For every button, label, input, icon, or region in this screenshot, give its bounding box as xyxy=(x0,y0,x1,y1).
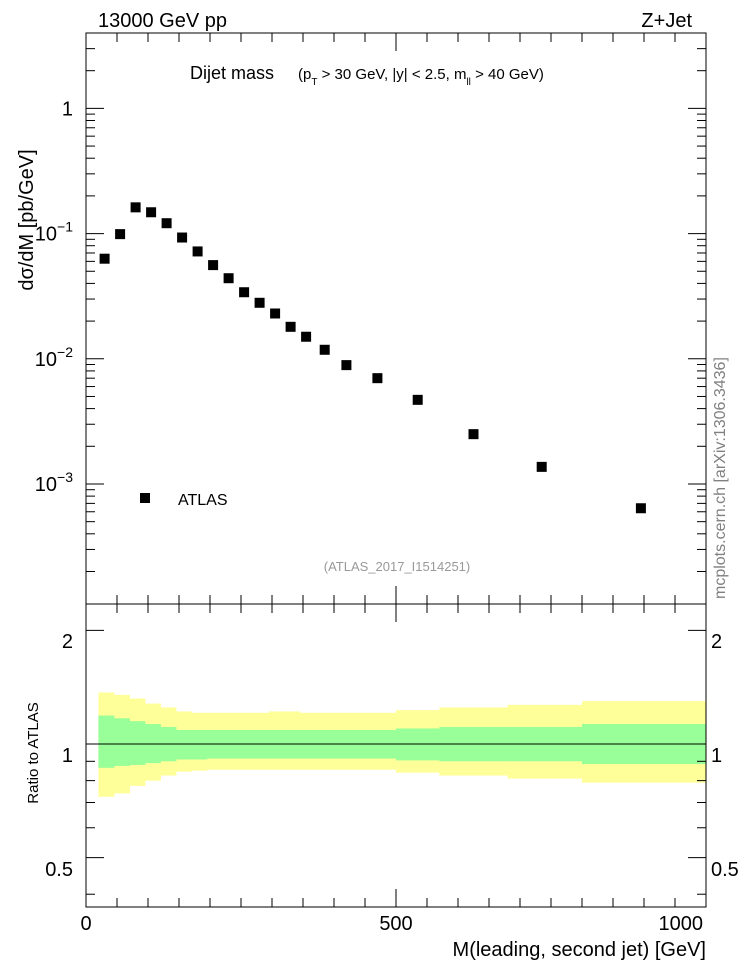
data-point xyxy=(412,394,423,405)
data-point xyxy=(285,321,296,332)
data-point xyxy=(301,331,312,342)
header-energy: 13000 GeV pp xyxy=(98,10,227,32)
data-point xyxy=(177,232,188,243)
data-point xyxy=(635,503,646,514)
ratio-tick-label-0-5: 0.5 xyxy=(45,859,73,881)
data-point xyxy=(341,360,352,371)
x-tick-label-500: 500 xyxy=(379,913,412,935)
data-point xyxy=(208,260,219,271)
ratio-inner-bin xyxy=(175,729,192,760)
ratio-inner-bin xyxy=(113,718,130,766)
data-points xyxy=(99,202,646,514)
ratio-tick-label-1-right: 1 xyxy=(711,745,722,767)
y-tick-label: 1 xyxy=(62,98,73,120)
top-y-ticks xyxy=(86,32,706,572)
bottom-y-ticks xyxy=(86,629,706,895)
ratio-tick-label-0-5-right: 0.5 xyxy=(711,859,739,881)
x-tick-label-1000: 1000 xyxy=(659,913,704,935)
y-tick-label: 10−3 xyxy=(35,469,73,496)
header-process: Z+Jet xyxy=(641,10,692,32)
ratio-inner-bin xyxy=(98,715,115,768)
analysis-label: (ATLAS_2017_I1514251) xyxy=(324,559,470,574)
data-point xyxy=(372,373,383,384)
data-point xyxy=(146,207,157,218)
legend-label: ATLAS xyxy=(178,492,228,509)
plot-cuts: (pT > 30 GeV, |y| < 2.5, mll > 40 GeV) xyxy=(298,66,544,88)
data-point xyxy=(161,218,172,229)
bottom-x-ticks xyxy=(85,604,707,907)
data-point xyxy=(468,429,479,440)
data-point xyxy=(130,202,141,213)
top-x-ticks xyxy=(85,33,707,604)
data-point xyxy=(270,308,281,319)
ratio-inner-bin xyxy=(129,721,146,765)
ratio-y-axis-label: Ratio to ATLAS xyxy=(25,702,42,803)
ratio-tick-label-2: 2 xyxy=(62,631,73,653)
data-point xyxy=(239,287,250,298)
legend-marker xyxy=(140,493,150,503)
y-tick-label: 10−2 xyxy=(35,344,73,371)
data-point xyxy=(319,344,330,355)
data-point xyxy=(254,297,265,308)
data-point xyxy=(192,246,203,257)
data-point xyxy=(223,273,234,284)
top-y-axis-label: dσ/dM [pb/GeV] xyxy=(16,149,38,290)
x-tick-label-0: 0 xyxy=(80,913,91,935)
ratio-inner-bin xyxy=(191,729,208,760)
y-tick-label: 10−1 xyxy=(35,219,73,246)
data-point xyxy=(536,461,547,472)
top-frame xyxy=(85,32,707,605)
ratio-tick-label-2-right: 2 xyxy=(711,631,722,653)
top-y-tick-labels: 1 10−1 10−2 10−3 xyxy=(35,98,73,496)
ratio-tick-label-1: 1 xyxy=(62,745,73,767)
plot-title: Dijet mass xyxy=(190,63,274,83)
data-point xyxy=(115,229,126,240)
data-point xyxy=(99,253,110,264)
watermark: mcplots.cern.ch [arXiv:1306.3436] xyxy=(712,357,729,599)
x-axis-label: M(leading, second jet) [GeV] xyxy=(453,939,706,961)
